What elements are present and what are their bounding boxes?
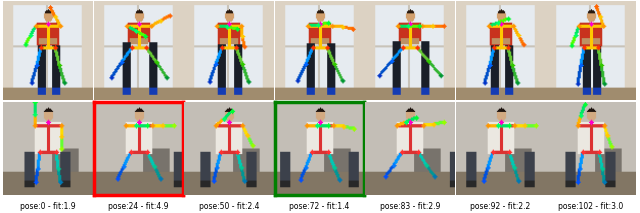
Text: pose:102 - fit:3.0: pose:102 - fit:3.0	[558, 202, 623, 211]
Text: pose:83 - fit:2.9: pose:83 - fit:2.9	[380, 202, 440, 211]
Text: pose:24 - fit:4.9: pose:24 - fit:4.9	[108, 202, 168, 211]
Text: pose:72 - fit:1.4: pose:72 - fit:1.4	[289, 202, 349, 211]
Text: pose:50 - fit:2.4: pose:50 - fit:2.4	[198, 202, 259, 211]
Text: pose:0 - fit:1.9: pose:0 - fit:1.9	[20, 202, 76, 211]
Text: pose:92 - fit:2.2: pose:92 - fit:2.2	[470, 202, 531, 211]
